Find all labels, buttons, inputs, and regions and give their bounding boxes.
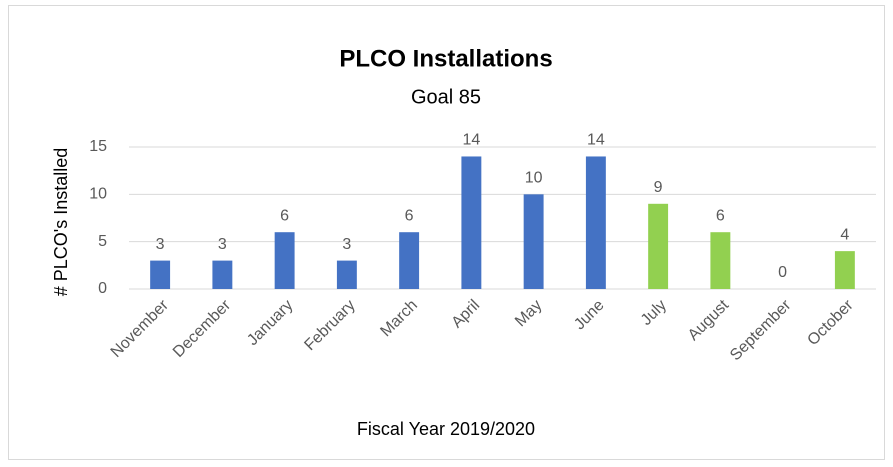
bar	[399, 232, 420, 289]
bar	[523, 194, 544, 289]
y-axis-label: # PLCO's Installed	[51, 148, 71, 297]
bar	[274, 232, 295, 289]
data-label: 6	[716, 207, 725, 224]
data-label: 9	[654, 179, 663, 196]
y-tick-label: 15	[89, 138, 107, 155]
data-label: 6	[405, 207, 414, 224]
data-label: 10	[525, 170, 543, 187]
y-tick-label: 0	[98, 280, 107, 297]
data-label: 0	[778, 264, 787, 281]
data-label: 14	[462, 132, 480, 149]
bar	[834, 251, 855, 289]
bar	[150, 260, 171, 289]
bar	[585, 156, 606, 289]
bar	[710, 232, 731, 289]
bar	[212, 260, 233, 289]
chart-border	[8, 5, 885, 460]
x-axis-label: Fiscal Year 2019/2020	[357, 419, 535, 439]
bar	[648, 203, 669, 289]
data-label: 3	[342, 236, 351, 253]
data-label: 6	[280, 207, 289, 224]
chart-subtitle: Goal 85	[411, 86, 481, 108]
bar	[461, 156, 482, 289]
data-label: 3	[218, 236, 227, 253]
y-tick-label: 10	[89, 186, 107, 203]
bar	[336, 260, 357, 289]
chart-title: PLCO Installations	[339, 45, 552, 72]
data-label: 14	[587, 132, 605, 149]
data-label: 4	[840, 226, 849, 243]
data-label: 3	[156, 236, 165, 253]
y-tick-label: 5	[98, 233, 107, 250]
